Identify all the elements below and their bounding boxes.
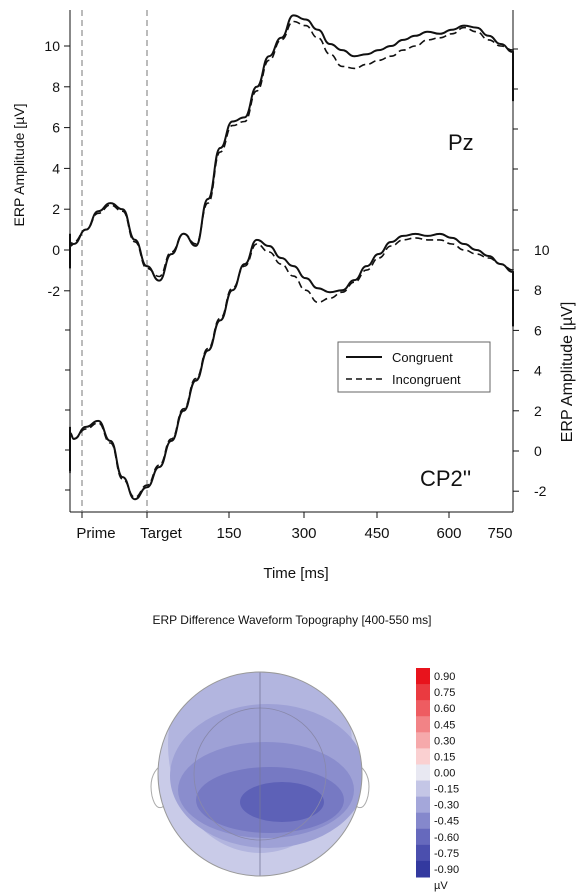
right-y-tick-label: 6 (534, 322, 542, 338)
left-y-axis-label: ERP Amplitude [µV] (11, 104, 27, 227)
colorbar-swatch (416, 844, 430, 862)
colorbar-label: 0.75 (434, 687, 455, 699)
left-y-tick-label: -2 (48, 283, 61, 299)
x-ticks: Prime Target 150 300 450 600 750 (76, 512, 513, 542)
left-y-tick-label: 0 (52, 242, 60, 258)
series-pz-incongruent (69, 20, 514, 278)
x-axis-label: Time [ms] (263, 565, 328, 582)
colorbar-swatch (416, 716, 430, 733)
x-tick-label: Prime (76, 525, 115, 542)
x-tick-label: 150 (216, 525, 241, 542)
right-y-tick-label: 2 (534, 403, 542, 419)
panel-label-cp2: CP2'' (420, 466, 471, 491)
colorbar-label: -0.60 (434, 832, 459, 844)
right-y-tick-label: 8 (534, 282, 542, 298)
right-y-tick-label: 10 (534, 242, 550, 258)
left-y-tick-label: 8 (52, 79, 60, 95)
colorbar-swatch (416, 780, 430, 798)
plot-frame (69, 10, 514, 513)
right-y-tick-label: 0 (534, 443, 542, 459)
left-y-ticks: 10 8 6 4 2 0 -2 (44, 38, 70, 491)
colorbar-label: 0.00 (434, 768, 455, 780)
x-tick-label: 300 (291, 525, 316, 542)
colorbar-label: -0.75 (434, 848, 459, 860)
x-tick-label: Target (140, 525, 183, 542)
colorbar-label: 0.15 (434, 751, 455, 763)
x-tick-label: 600 (436, 525, 461, 542)
head-left-ear (150, 765, 165, 809)
left-y-tick-label: 6 (52, 120, 60, 136)
head-right-ear (355, 765, 370, 809)
colorbar-label: 0.45 (434, 719, 455, 731)
legend-label-incongruent: Incongruent (392, 372, 461, 387)
right-y-tick-label: 4 (534, 363, 542, 379)
panel-label-pz: Pz (448, 130, 474, 155)
colorbar-swatch (416, 668, 430, 685)
series-cp2-incongruent (69, 237, 514, 499)
series-cp2-congruent (69, 232, 514, 501)
series-pz-congruent (69, 14, 514, 282)
colorbar-swatch (416, 732, 430, 749)
color-bar: 0.90 0.75 0.60 0.45 0.30 0.15 0.00 -0.15 -0.30 -0… (416, 668, 459, 878)
colorbar-label: 0.30 (434, 735, 455, 747)
colorbar-swatch (416, 828, 430, 846)
legend-label-congruent: Congruent (392, 350, 453, 365)
colorbar-label: 0.90 (434, 671, 455, 683)
legend: Congruent Incongruent (337, 341, 491, 393)
right-y-ticks: 10 8 6 4 2 0 -2 (513, 48, 550, 499)
colorbar-label: 0.60 (434, 703, 455, 715)
colorbar-swatch (416, 860, 430, 878)
legend-box (337, 341, 491, 393)
x-tick-label: 450 (364, 525, 389, 542)
head-outline (157, 671, 363, 877)
left-y-tick-label: 4 (52, 160, 60, 176)
right-y-axis-label: ERP Amplitude [µV] (559, 302, 576, 443)
colorbar-swatch (416, 700, 430, 717)
colorbar-label: -0.30 (434, 800, 459, 812)
left-y-tick-label: 2 (52, 201, 60, 217)
series-layer (69, 14, 514, 501)
topo-level-5 (240, 782, 324, 822)
colorbar-swatch (416, 764, 430, 782)
colorbar-swatch (416, 684, 430, 701)
x-tick-label: 750 (487, 525, 512, 542)
colorbar-swatch (416, 748, 430, 765)
colorbar-label: -0.90 (434, 864, 459, 876)
colorbar-unit: µV (434, 880, 448, 892)
left-y-tick-label: 10 (44, 38, 60, 54)
topography-head (150, 671, 370, 877)
right-y-tick-label: -2 (534, 483, 547, 499)
colorbar-label: -0.45 (434, 816, 459, 828)
topography-title: ERP Difference Waveform Topography [400-… (152, 613, 431, 627)
colorbar-label: -0.15 (434, 784, 459, 796)
colorbar-swatch (416, 796, 430, 814)
colorbar-swatch (416, 812, 430, 830)
